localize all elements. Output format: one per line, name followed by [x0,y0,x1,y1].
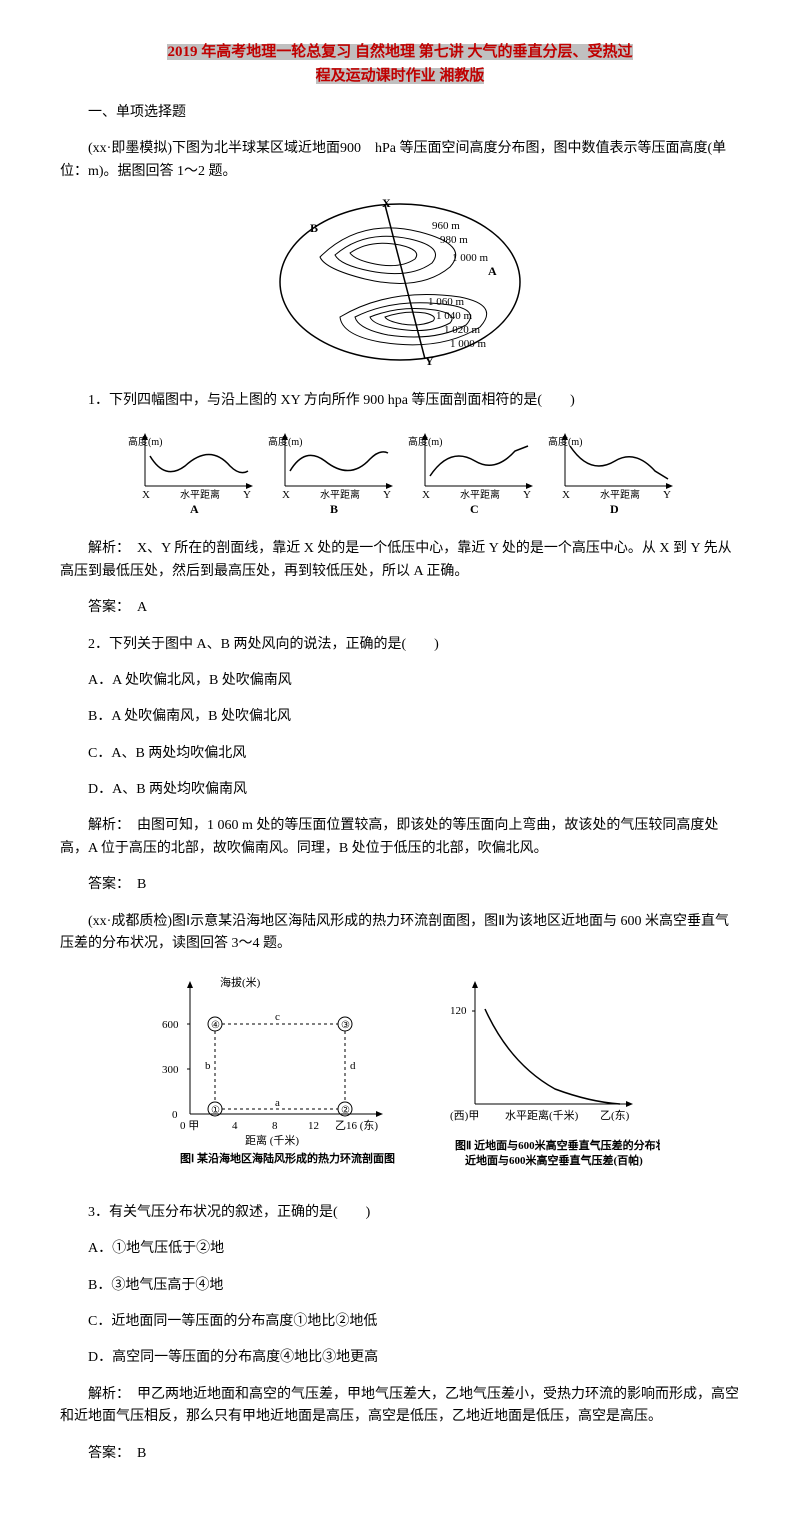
svg-text:4: 4 [232,1120,238,1132]
fig-34-row: 海拔(米) 0 300 600 ④ ③ ① ② a b c d 0 甲 4 8 … [60,969,740,1187]
q2-option-c: C．A、B 两处均吹偏北风 [60,743,740,765]
svg-text:1 060 m: 1 060 m [428,296,465,308]
svg-text:X: X [142,489,150,501]
title-line-2: 程及运动课时作业 湘教版 [316,68,485,84]
svg-text:Y: Y [243,489,251,501]
svg-text:Y: Y [425,354,434,367]
svg-text:水平距离: 水平距离 [600,488,640,501]
svg-text:距离 (千米): 距离 (千米) [245,1133,299,1147]
svg-text:D: D [610,502,619,516]
q3-stem: 3．有关气压分布状况的叙述，正确的是( ) [60,1202,740,1224]
svg-text:②: ② [341,1105,350,1116]
svg-text:近地面与600米高空垂直气压差(百帕): 近地面与600米高空垂直气压差(百帕) [465,1153,643,1167]
svg-text:高度(m): 高度(m) [128,435,162,448]
svg-text:1 040 m: 1 040 m [436,310,473,322]
q12-intro: (xx·即墨模拟)下图为北半球某区域近地面900 hPa 等压面空间高度分布图，… [60,138,740,183]
svg-text:图Ⅱ 近地面与600米高空垂直气压差的分布状况: 图Ⅱ 近地面与600米高空垂直气压差的分布状况 [455,1138,660,1152]
q3-answer: 答案： B [60,1443,740,1465]
svg-text:120: 120 [450,1005,467,1017]
svg-text:300: 300 [162,1064,179,1076]
svg-text:B: B [310,221,318,235]
svg-text:水平距离: 水平距离 [180,488,220,501]
q1-explanation: 解析： X、Y 所在的剖面线，靠近 X 处的是一个低压中心，靠近 Y 处的是一个… [60,538,740,583]
svg-text:B: B [330,502,338,516]
svg-text:③: ③ [341,1020,350,1031]
svg-text:乙16 (东): 乙16 (东) [335,1119,378,1132]
svg-text:X: X [282,489,290,501]
svg-text:A: A [488,264,497,278]
svg-text:海拔(米): 海拔(米) [220,975,261,989]
svg-text:1 020 m: 1 020 m [444,324,481,336]
q2-option-a: A．A 处吹偏北风，B 处吹偏南风 [60,670,740,692]
svg-text:Y: Y [663,489,671,501]
svg-text:0: 0 [172,1109,178,1121]
svg-text:c: c [275,1011,280,1023]
svg-text:0 甲: 0 甲 [180,1120,199,1132]
q3-option-c: C．近地面同一等压面的分布高度①地比②地低 [60,1311,740,1333]
q1-stem: 1．下列四幅图中，与沿上图的 XY 方向所作 900 hpa 等压面剖面相符的是… [60,390,740,412]
profile-options: 高度(m) X 水平距离 Y A 高度(m) X 水平距离 Y B 高度(m) … [60,426,740,524]
svg-text:960 m: 960 m [432,220,460,232]
svg-text:Y: Y [383,489,391,501]
svg-text:水平距离(千米): 水平距离(千米) [505,1108,579,1122]
q3-option-b: B．③地气压高于④地 [60,1275,740,1297]
svg-text:①: ① [211,1105,220,1116]
svg-text:图Ⅰ 某沿海地区海陆风形成的热力环流剖面图: 图Ⅰ 某沿海地区海陆风形成的热力环流剖面图 [180,1151,395,1165]
svg-text:高度(m): 高度(m) [268,435,302,448]
svg-text:C: C [470,502,479,516]
svg-text:Y: Y [523,489,531,501]
svg-text:8: 8 [272,1120,278,1132]
q2-stem: 2．下列关于图中 A、B 两处风向的说法，正确的是( ) [60,634,740,656]
svg-text:a: a [275,1097,280,1109]
svg-text:水平距离: 水平距离 [320,488,360,501]
q2-explanation: 解析： 由图可知，1 060 m 处的等压面位置较高，即该处的等压面向上弯曲，故… [60,815,740,860]
svg-text:乙(东): 乙(东) [600,1109,630,1122]
svg-text:600: 600 [162,1019,179,1031]
q2-option-b: B．A 处吹偏南风，B 处吹偏北风 [60,706,740,728]
q2-answer: 答案： B [60,874,740,896]
q2-option-d: D．A、B 两处均吹偏南风 [60,779,740,801]
svg-text:d: d [350,1060,356,1072]
svg-text:(西)甲: (西)甲 [450,1110,479,1122]
svg-text:1 000 m: 1 000 m [452,252,489,264]
svg-text:水平距离: 水平距离 [460,488,500,501]
svg-text:b: b [205,1060,211,1072]
svg-text:12: 12 [308,1120,319,1132]
section-heading: 一、单项选择题 [60,102,740,124]
svg-text:高度(m): 高度(m) [548,435,582,448]
svg-text:X: X [562,489,570,501]
q3-option-a: A．①地气压低于②地 [60,1238,740,1260]
q3-option-d: D．高空同一等压面的分布高度④地比③地更高 [60,1347,740,1369]
svg-text:980 m: 980 m [440,234,468,246]
svg-text:④: ④ [211,1020,220,1031]
svg-text:1 000 m: 1 000 m [450,338,487,350]
svg-text:高度(m): 高度(m) [408,435,442,448]
svg-text:X: X [382,197,391,210]
svg-text:X: X [422,489,430,501]
q3-explanation: 解析： 甲乙两地近地面和高空的气压差，甲地气压差大，乙地气压差小，受热力环流的影… [60,1384,740,1429]
contour-figure: B X A Y 960 m 980 m 1 000 m 1 060 m 1 04… [60,197,740,375]
svg-text:A: A [190,502,199,516]
q34-intro: (xx·成都质检)图Ⅰ示意某沿海地区海陆风形成的热力环流剖面图，图Ⅱ为该地区近地… [60,911,740,956]
title-line-1: 2019 年高考地理一轮总复习 自然地理 第七讲 大气的垂直分层、受热过 [167,44,632,60]
q1-answer: 答案： A [60,597,740,619]
